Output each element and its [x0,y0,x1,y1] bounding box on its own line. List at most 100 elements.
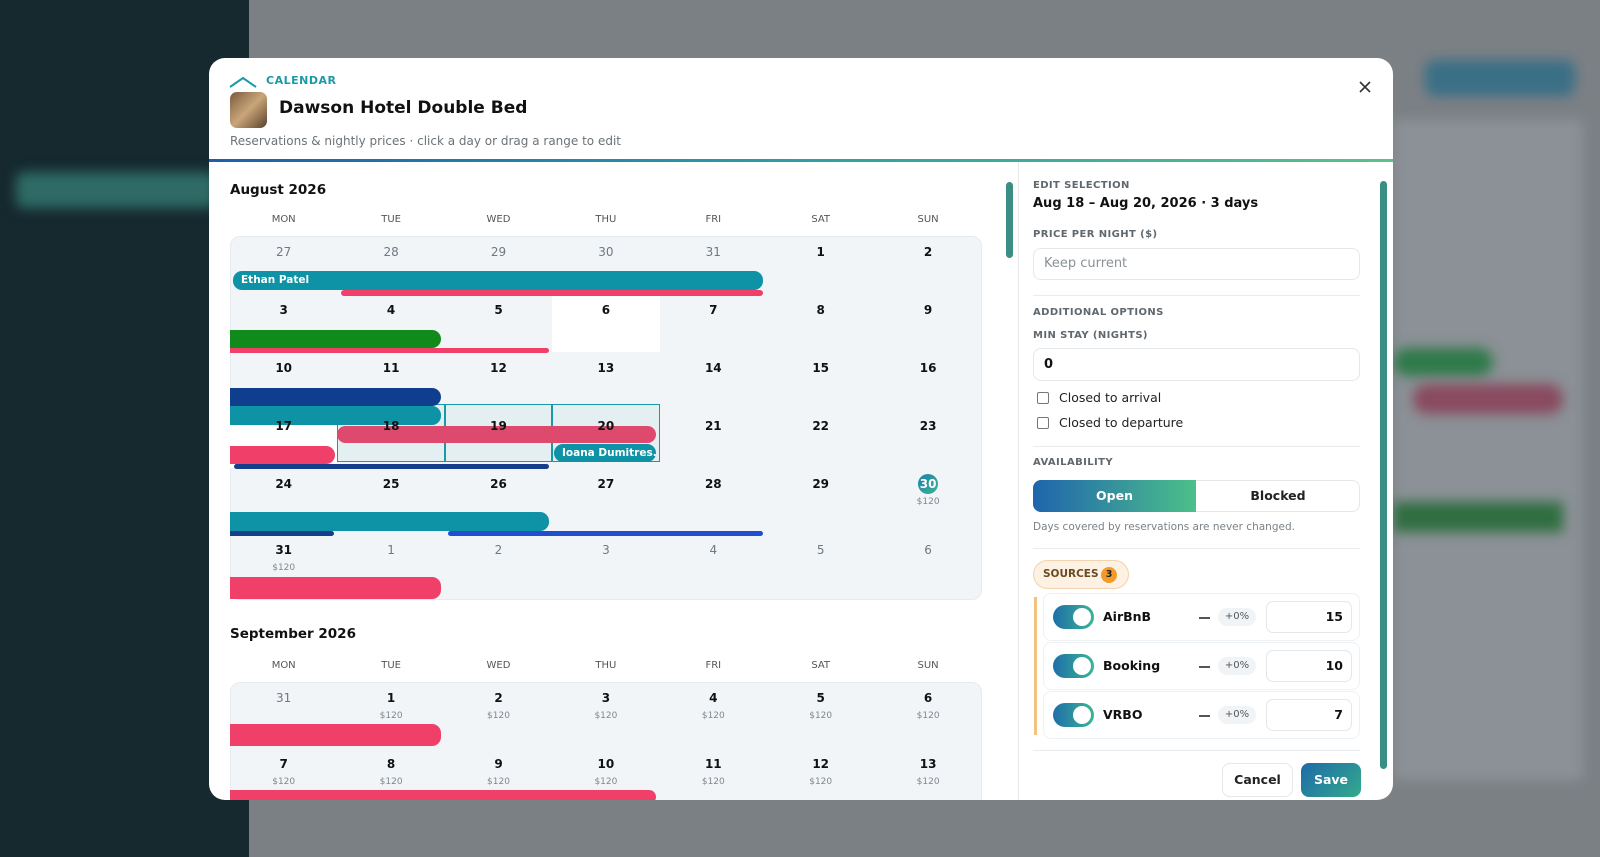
day-number: 31 [276,691,292,705]
day-number: 1 [816,245,825,259]
day-price: $120 [701,777,725,787]
day-price: $120 [594,777,618,787]
reservation-bar[interactable] [234,464,549,469]
day-number: 7 [279,757,288,771]
day-number: 18 [382,419,400,433]
reservation-bar[interactable] [230,724,441,746]
weekday: TUE [381,660,401,671]
day-number: 24 [275,477,293,491]
decrease-button[interactable] [1199,715,1210,717]
house-icon [229,76,257,88]
checkbox[interactable] [1037,392,1049,404]
source-name: Booking [1103,658,1161,673]
day-number: 1 [386,691,396,705]
day-number: 28 [383,245,399,259]
switch-knob [1073,706,1091,724]
day-number: 9 [494,757,503,771]
switch-knob [1073,657,1091,675]
weekday: FRI [705,660,722,671]
source-value-input[interactable]: 7 [1266,699,1352,731]
decrease-button[interactable] [1199,666,1210,668]
reservation-bar[interactable] [230,330,441,348]
price-input[interactable]: Keep current [1033,248,1360,280]
source-value-input[interactable]: 10 [1266,650,1352,682]
reservation-bar[interactable] [230,531,334,536]
day-number: 5 [816,543,825,557]
modal: August 2026 MON TUE WED THU FRI SAT SUN Septembe… [209,58,1393,800]
day-price: $120 [487,711,510,721]
day-number: 3 [279,303,288,317]
bg-pink [1413,384,1563,414]
cancel-button[interactable]: Cancel [1222,763,1293,797]
decrease-button[interactable] [1199,617,1210,619]
day-number: 2 [923,245,933,259]
day-number: 10 [597,757,615,771]
reservation-bar[interactable] [230,512,549,531]
sources-accent [1034,597,1037,735]
switch-knob [1073,608,1091,626]
day-cell-empty [552,294,660,352]
day-number: 29 [812,477,830,491]
reservation-bar[interactable] [230,406,441,425]
panel-scroll-thumb[interactable] [1380,181,1387,769]
weekday: SUN [917,214,939,225]
toggle-option-active[interactable]: Open [1033,480,1196,512]
day-number: 1 [387,543,395,557]
day-number: 29 [490,245,507,259]
day-number: 19 [490,419,507,433]
reservation-bar[interactable] [337,426,656,443]
close-button[interactable] [1358,80,1372,94]
bg-green [1393,348,1493,376]
bg-button [1425,60,1575,96]
sidebar-active [16,172,216,208]
source-row [1043,593,1360,641]
toggle-option[interactable]: Blocked [1250,488,1306,503]
section-label: AVAILABILITY [1033,457,1113,468]
weekday: WED [486,214,511,225]
reservation-bar[interactable]: Ethan Patel [233,271,763,290]
source-value-input[interactable]: 15 [1266,601,1352,633]
reservation-bar[interactable] [230,348,549,353]
day-number: 3 [601,691,611,705]
day-number: 13 [597,361,615,375]
month-title: August 2026 [230,182,327,198]
day-number: 25 [382,477,400,491]
property-photo [230,92,267,128]
day-price: $120 [916,777,940,787]
bg-green-bar [1393,502,1563,532]
reservation-bar[interactable] [230,446,335,464]
day-number: 6 [923,691,933,705]
day-number: 4 [386,303,396,317]
save-button[interactable]: Save [1301,763,1361,797]
checkbox-label[interactable]: Closed to arrival [1059,390,1162,405]
day-number: 12 [812,757,830,771]
day-number: 27 [597,477,615,491]
calendar-scroll-thumb[interactable] [1006,182,1013,258]
source-name: VRBO [1103,707,1143,722]
eyebrow: CALENDAR [266,74,337,87]
day-price: $120 [916,711,940,721]
section-label: ADDITIONAL OPTIONS [1033,307,1164,318]
reservation-bar[interactable] [230,388,441,406]
day-number: 4 [709,543,718,557]
reservation-bar[interactable] [341,290,763,296]
header-divider [209,159,1393,162]
day-number: 30 [598,245,614,259]
weekday: TUE [381,214,401,225]
adjust-pill: +0% [1218,657,1256,675]
divider [1033,548,1360,549]
sources-label: SOURCES [1043,568,1099,580]
reservation-bar[interactable]: Ioana Dumitres... [554,444,656,462]
day-number: 9 [923,303,933,317]
reservation-bar[interactable] [448,531,763,536]
checkbox-label[interactable]: Closed to departure [1059,415,1184,430]
checkbox[interactable] [1037,417,1049,429]
reservation-bar[interactable] [230,577,441,599]
today-marker [918,474,939,494]
min-stay-input[interactable]: 0 [1033,348,1360,381]
day-number: 20 [597,419,615,433]
divider [1033,750,1360,751]
reservation-bar[interactable] [230,790,656,800]
weekday: SAT [811,214,831,225]
